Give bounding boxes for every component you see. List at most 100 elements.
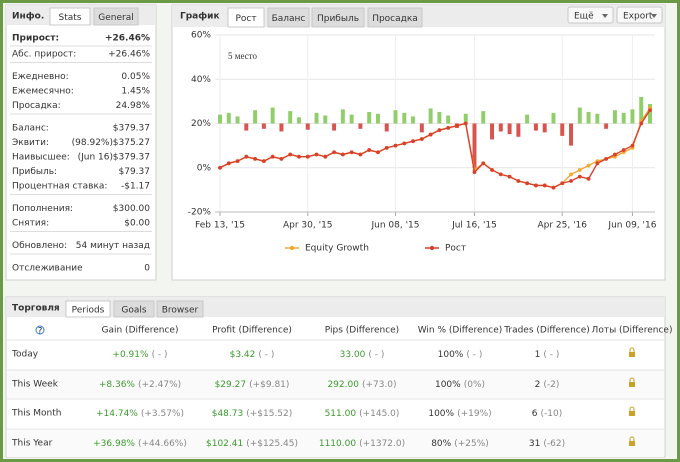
lock-icon[interactable] xyxy=(629,411,635,416)
tab-label[interactable]: Stats xyxy=(59,13,82,23)
stat-value: $300.00 xyxy=(113,204,150,214)
point xyxy=(332,150,336,155)
lock-icon[interactable] xyxy=(629,382,635,387)
point xyxy=(595,161,600,166)
row-band xyxy=(7,340,664,368)
stat-label: Снятия: xyxy=(12,219,49,229)
point xyxy=(507,174,512,179)
point xyxy=(621,148,626,152)
stat-value: 54 минут назад xyxy=(76,241,150,251)
row-band xyxy=(7,399,664,427)
legend-label[interactable]: Equity Growth xyxy=(305,244,369,254)
cell-diff: ( - ) xyxy=(543,350,559,360)
point xyxy=(577,174,582,179)
bar xyxy=(411,116,416,124)
cell-diff: (+1372.0) xyxy=(359,439,405,449)
tab-label[interactable]: General xyxy=(98,13,133,23)
point xyxy=(639,121,644,126)
button[interactable] xyxy=(567,6,614,24)
bar xyxy=(639,96,644,124)
point xyxy=(358,152,363,157)
tab[interactable] xyxy=(113,300,155,318)
bar xyxy=(612,110,617,124)
legend-marker xyxy=(289,245,295,251)
cell: 6 (-10) xyxy=(532,409,562,419)
bar xyxy=(481,111,486,124)
bar xyxy=(586,111,591,124)
tab[interactable] xyxy=(311,7,365,28)
cell-diff: (+2.47%) xyxy=(138,380,181,390)
point xyxy=(340,152,345,157)
tab-label[interactable]: Прибыль xyxy=(317,14,359,24)
lock-icon[interactable] xyxy=(629,352,635,357)
point xyxy=(349,150,354,155)
point xyxy=(560,181,565,186)
button[interactable] xyxy=(616,6,663,24)
column-header: Gain (Difference) xyxy=(102,326,179,336)
lock-shackle xyxy=(629,347,635,352)
point xyxy=(648,108,652,113)
button-label[interactable]: Export xyxy=(623,12,653,22)
stat-value: 0 xyxy=(144,264,150,274)
row-band xyxy=(7,370,664,398)
cell-main: 100% xyxy=(435,380,461,390)
cell-diff: ( - ) xyxy=(368,350,384,360)
point xyxy=(463,121,468,126)
lock-icon[interactable] xyxy=(629,441,635,446)
stat-note: (Jun 16) xyxy=(78,153,113,163)
bar xyxy=(270,107,275,124)
y-tick-label: 60% xyxy=(191,31,211,41)
stat-label: Ежедневно: xyxy=(12,72,69,82)
point xyxy=(279,157,284,161)
tab[interactable] xyxy=(267,7,310,28)
tab[interactable] xyxy=(49,7,91,26)
cell-diff: (+$9.81) xyxy=(249,380,289,390)
bar xyxy=(305,123,310,130)
bar xyxy=(437,111,442,124)
tab-label[interactable]: Browser xyxy=(162,306,199,316)
cell: 511.00 (+145.0) xyxy=(325,409,400,419)
tab[interactable] xyxy=(93,7,139,26)
cell: $102.41 (+$125.45) xyxy=(206,439,298,449)
point xyxy=(542,183,547,188)
tab-label[interactable]: Рост xyxy=(235,14,256,24)
stat-value: 24.98% xyxy=(116,101,151,111)
column-header: Profit (Difference) xyxy=(212,326,292,336)
point xyxy=(569,179,573,183)
tab-label[interactable]: Periods xyxy=(72,306,105,316)
help-icon[interactable] xyxy=(35,325,45,335)
stat-label: Наивысшее: xyxy=(12,153,70,163)
x-tick-label: Jul 16, '15 xyxy=(451,221,497,231)
tab-label[interactable]: Goals xyxy=(121,306,146,316)
tab-label[interactable]: Просадка xyxy=(372,14,418,24)
period-label: This Month xyxy=(11,409,61,419)
cell-diff: (-2) xyxy=(543,380,559,390)
bar xyxy=(472,123,477,168)
cell: 31 (-62) xyxy=(529,439,565,449)
bar xyxy=(446,115,451,124)
cell-main: 100% xyxy=(428,409,454,419)
tab[interactable] xyxy=(227,7,265,28)
stat-value: $375.27 xyxy=(113,138,150,148)
cell-diff: ( - ) xyxy=(152,350,168,360)
bar xyxy=(384,123,389,132)
point xyxy=(534,183,538,188)
bar xyxy=(533,123,538,131)
cell: 33.00( - ) xyxy=(340,350,385,360)
cell-diff: (0%) xyxy=(464,380,485,390)
lock-shackle xyxy=(629,377,635,382)
tab[interactable] xyxy=(65,300,111,318)
legend-label[interactable]: Рост xyxy=(445,244,466,254)
stat-label: Ежемесячно: xyxy=(12,87,74,97)
point xyxy=(261,159,266,164)
cell-diff: (+25%) xyxy=(454,439,489,449)
bar xyxy=(375,113,380,124)
tab[interactable] xyxy=(156,300,204,318)
tab-label[interactable]: Баланс xyxy=(272,14,306,24)
tab[interactable] xyxy=(367,7,423,28)
help-mark: ? xyxy=(38,327,43,337)
button-label[interactable]: Ещё xyxy=(574,12,594,22)
point xyxy=(235,159,240,164)
gain-value: +26.46% xyxy=(105,34,150,44)
cell-diff: (+$125.45) xyxy=(246,439,298,449)
